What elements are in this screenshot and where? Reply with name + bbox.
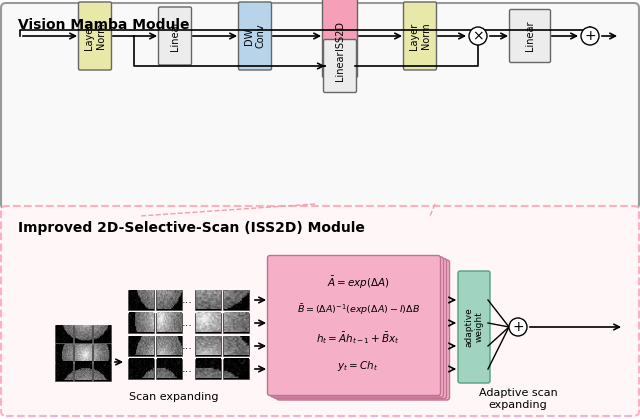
Bar xyxy=(55,344,73,362)
Text: Scan expanding: Scan expanding xyxy=(129,392,219,402)
Text: +: + xyxy=(584,29,596,43)
Circle shape xyxy=(469,27,487,45)
Bar xyxy=(74,325,92,343)
Text: adaptive
weight: adaptive weight xyxy=(464,307,484,347)
Bar xyxy=(55,363,73,381)
Text: Adaptive scan
expanding: Adaptive scan expanding xyxy=(479,388,557,410)
Bar xyxy=(195,336,221,356)
Text: $h_t = \bar{A}h_{t-1} + \bar{B}x_t$: $h_t = \bar{A}h_{t-1} + \bar{B}x_t$ xyxy=(316,330,400,346)
FancyBboxPatch shape xyxy=(271,257,444,397)
FancyBboxPatch shape xyxy=(323,39,356,93)
Text: Improved 2D-Selective-Scan (ISS2D) Module: Improved 2D-Selective-Scan (ISS2D) Modul… xyxy=(18,221,365,235)
FancyBboxPatch shape xyxy=(323,0,358,78)
Bar xyxy=(223,336,249,356)
Bar xyxy=(156,290,182,310)
Bar xyxy=(93,344,111,362)
Text: Linear: Linear xyxy=(335,51,345,81)
Bar xyxy=(128,336,154,356)
Bar xyxy=(128,290,154,310)
Bar xyxy=(128,359,154,379)
Text: +: + xyxy=(512,320,524,334)
Text: $\bar{A} = exp(\Delta A)$: $\bar{A} = exp(\Delta A)$ xyxy=(326,275,389,291)
Text: Vision Mamba Module: Vision Mamba Module xyxy=(18,18,189,32)
FancyBboxPatch shape xyxy=(239,2,271,70)
Bar xyxy=(74,344,92,362)
Circle shape xyxy=(581,27,599,45)
Text: ...: ... xyxy=(182,364,193,374)
Bar xyxy=(156,336,182,356)
Bar xyxy=(156,313,182,333)
FancyBboxPatch shape xyxy=(159,7,191,65)
Circle shape xyxy=(509,318,527,336)
Text: ...: ... xyxy=(182,295,193,305)
FancyBboxPatch shape xyxy=(1,206,639,416)
Bar xyxy=(195,290,221,310)
Text: Linear: Linear xyxy=(525,21,535,51)
Bar xyxy=(93,363,111,381)
Bar xyxy=(223,290,249,310)
Text: $\bar{B} = (\Delta A)^{-1}(exp(\Delta A) - I)\Delta B$: $\bar{B} = (\Delta A)^{-1}(exp(\Delta A)… xyxy=(296,303,419,318)
FancyBboxPatch shape xyxy=(79,2,111,70)
FancyBboxPatch shape xyxy=(268,256,440,396)
Text: Layer
Norm: Layer Norm xyxy=(409,22,431,49)
Text: ...: ... xyxy=(182,341,193,351)
FancyBboxPatch shape xyxy=(458,271,490,383)
FancyBboxPatch shape xyxy=(273,259,447,398)
Bar xyxy=(195,313,221,333)
Bar xyxy=(156,359,182,379)
Bar xyxy=(93,325,111,343)
Text: Linear: Linear xyxy=(170,21,180,51)
Text: ...: ... xyxy=(182,318,193,328)
Text: Layer
Norm: Layer Norm xyxy=(84,22,106,49)
Bar xyxy=(128,313,154,333)
Bar xyxy=(223,359,249,379)
FancyBboxPatch shape xyxy=(1,3,639,209)
Text: ×: × xyxy=(472,29,484,43)
Bar xyxy=(195,359,221,379)
FancyBboxPatch shape xyxy=(403,2,436,70)
FancyBboxPatch shape xyxy=(509,10,550,62)
Bar xyxy=(74,363,92,381)
FancyBboxPatch shape xyxy=(276,260,449,400)
Bar xyxy=(55,325,73,343)
Text: ISS2D: ISS2D xyxy=(335,21,345,51)
Bar xyxy=(223,313,249,333)
Text: DW
Conv: DW Conv xyxy=(244,24,266,48)
Text: $y_t = Ch_t$: $y_t = Ch_t$ xyxy=(337,359,379,373)
